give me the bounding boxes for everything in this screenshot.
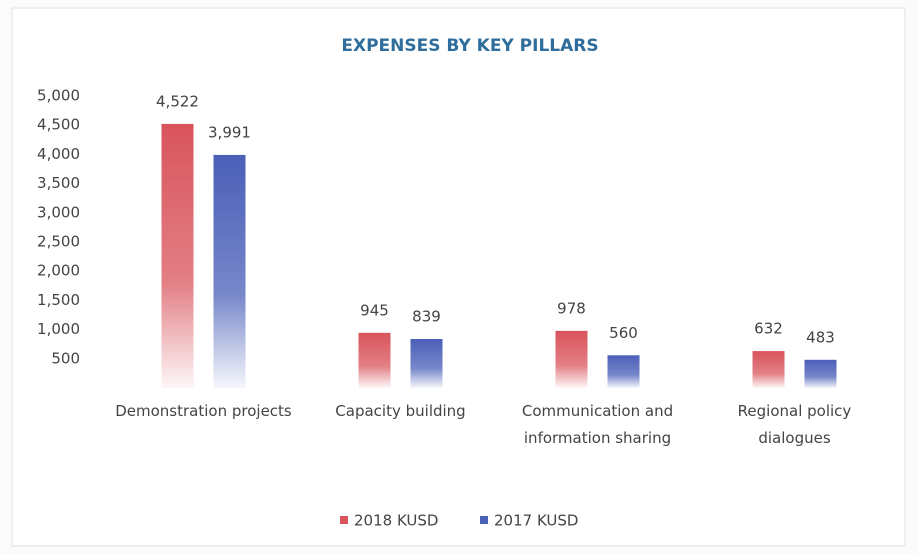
bar bbox=[804, 359, 837, 388]
y-tick-label: 3,000 bbox=[37, 203, 80, 221]
legend-label: 2018 KUSD bbox=[354, 512, 438, 530]
bar bbox=[555, 330, 588, 388]
data-label: 3,991 bbox=[208, 123, 251, 141]
y-tick-label: 3,500 bbox=[37, 174, 80, 192]
data-label: 632 bbox=[754, 320, 783, 338]
x-tick-label: Regional policy dialogues bbox=[737, 402, 852, 447]
data-label: 4,522 bbox=[156, 92, 199, 110]
chart-frame bbox=[11, 7, 906, 547]
bar bbox=[752, 351, 785, 388]
legend-swatch bbox=[480, 516, 488, 524]
y-tick-label: 2,500 bbox=[37, 233, 80, 251]
x-tick-label: Demonstration projects bbox=[115, 402, 292, 420]
data-label: 483 bbox=[806, 328, 835, 346]
y-tick-label: 4,500 bbox=[37, 116, 80, 134]
data-label: 945 bbox=[360, 301, 389, 319]
y-tick-label: 1,500 bbox=[37, 291, 80, 309]
y-tick-label: 500 bbox=[51, 349, 80, 367]
bar bbox=[213, 154, 246, 388]
bar bbox=[607, 355, 640, 388]
data-label: 978 bbox=[557, 299, 586, 317]
bar bbox=[161, 123, 194, 389]
bar bbox=[358, 332, 391, 388]
y-tick-label: 5,000 bbox=[37, 87, 80, 105]
data-label: 560 bbox=[609, 324, 638, 342]
bar bbox=[410, 339, 443, 388]
chart-title: EXPENSES BY KEY PILLARS bbox=[341, 36, 598, 56]
x-tick-label: Communication and information sharing bbox=[521, 402, 674, 447]
x-tick-label: Capacity building bbox=[335, 402, 466, 420]
legend-swatch bbox=[340, 516, 348, 524]
legend-label: 2017 KUSD bbox=[494, 512, 578, 530]
data-label: 839 bbox=[412, 308, 441, 326]
y-tick-label: 2,000 bbox=[37, 262, 80, 280]
y-tick-label: 1,000 bbox=[37, 320, 80, 338]
y-tick-label: 4,000 bbox=[37, 145, 80, 163]
